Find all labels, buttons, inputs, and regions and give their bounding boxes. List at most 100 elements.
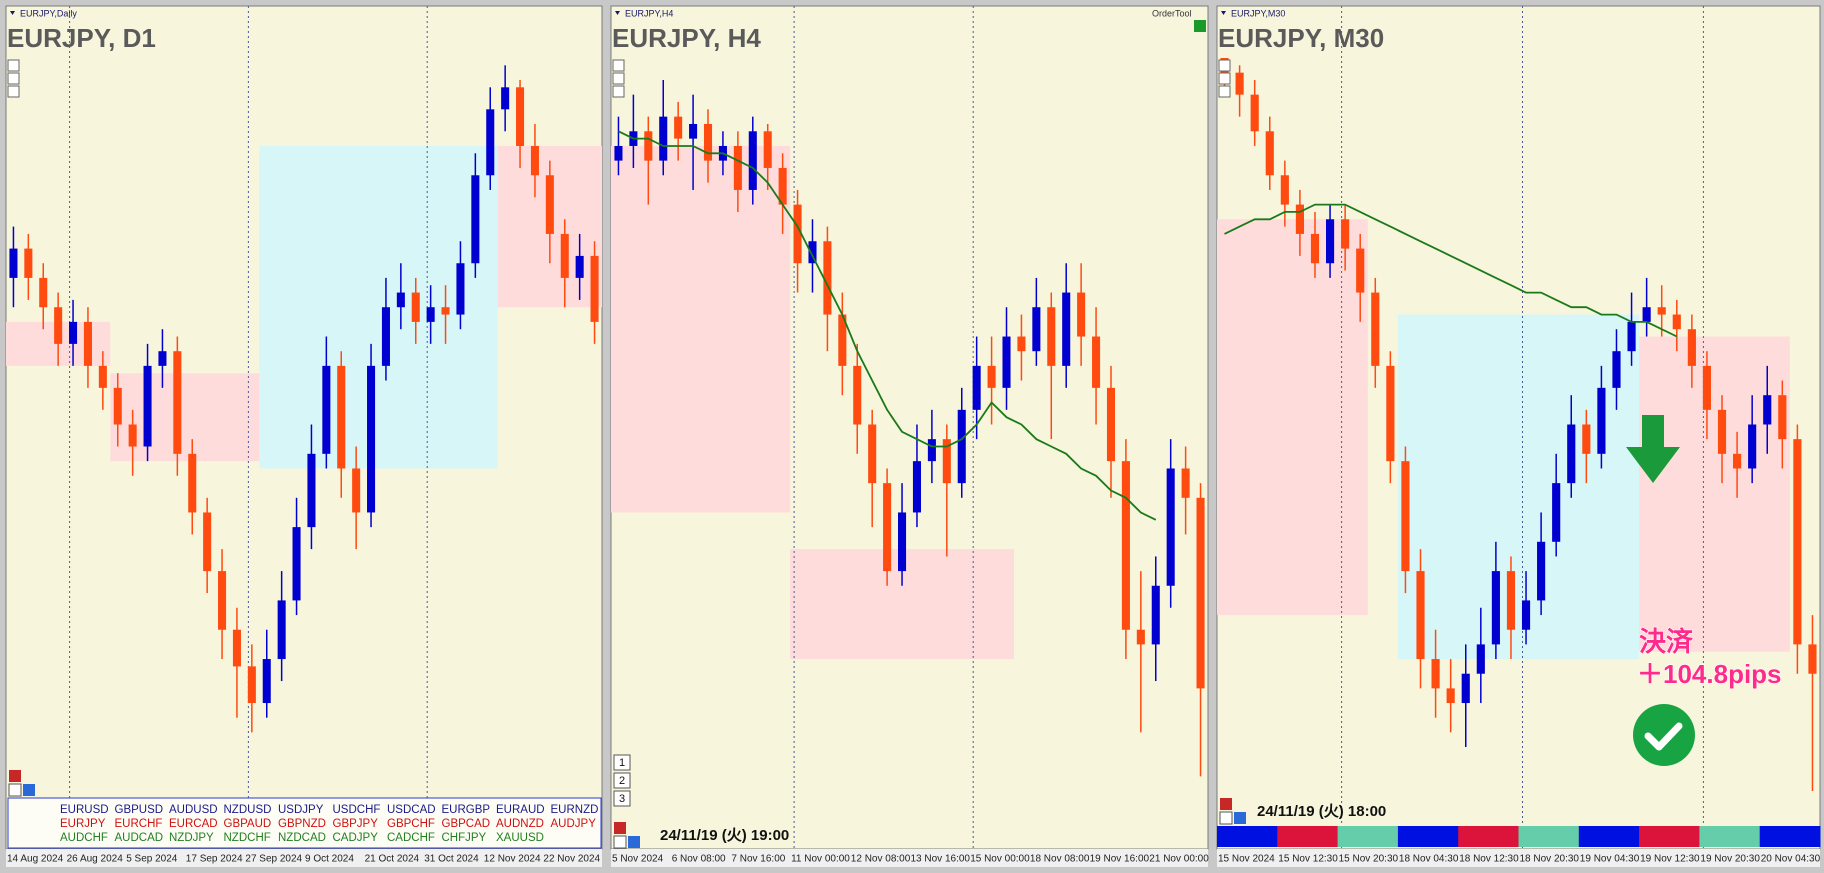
x-tick-label: 21 Oct 2024 xyxy=(365,854,420,865)
zone xyxy=(1639,336,1790,652)
symbol[interactable]: GBPNZD xyxy=(278,818,326,830)
candle-body xyxy=(545,175,554,234)
chart-label: EURJPY,M30 xyxy=(1231,8,1285,18)
scale-button[interactable] xyxy=(612,85,625,98)
order-tool-icon[interactable] xyxy=(1194,20,1206,32)
candle-body xyxy=(367,365,376,513)
scale-button[interactable] xyxy=(7,72,20,85)
candle-body xyxy=(69,321,78,344)
symbol[interactable]: EURCHF xyxy=(115,818,163,830)
x-tick-label: 19 Nov 12:30 xyxy=(1640,854,1700,865)
symbol[interactable]: NZDUSD xyxy=(224,804,272,816)
down-arrow xyxy=(1626,415,1680,483)
x-tick-label: 6 Nov 08:00 xyxy=(672,854,726,865)
symbol[interactable]: USDJPY xyxy=(278,804,324,816)
x-tick-label: 27 Sep 2024 xyxy=(245,854,302,865)
symbol[interactable]: AUDUSD xyxy=(169,804,218,816)
control-button[interactable] xyxy=(613,835,627,849)
symbol[interactable]: GBPJPY xyxy=(333,818,379,830)
indicator-segment xyxy=(1639,826,1700,847)
control-button[interactable] xyxy=(1234,812,1246,824)
candle-body xyxy=(352,468,361,513)
candle-body xyxy=(1642,307,1651,322)
number-button-label: 3 xyxy=(619,793,625,805)
candle-body xyxy=(898,512,907,572)
candle-body xyxy=(1295,204,1304,234)
symbol[interactable]: EURNZD xyxy=(551,804,599,816)
candle-body xyxy=(883,483,892,572)
symbol[interactable]: NZDCAD xyxy=(278,832,326,844)
candle-body xyxy=(1371,292,1380,366)
number-button[interactable] xyxy=(613,790,631,807)
x-tick-label: 12 Nov 08:00 xyxy=(851,854,911,865)
scale-button[interactable] xyxy=(612,72,625,85)
candle-body xyxy=(1032,307,1041,352)
symbol[interactable]: GBPCHF xyxy=(387,818,435,830)
number-button-label: 1 xyxy=(619,757,625,769)
symbol[interactable]: XAUUSD xyxy=(496,832,544,844)
symbol[interactable]: GBPCAD xyxy=(442,818,491,830)
candle-body xyxy=(1687,329,1696,366)
control-button[interactable] xyxy=(9,770,21,782)
candle-body xyxy=(703,123,713,161)
candle-body xyxy=(471,175,480,264)
symbol[interactable]: EURCAD xyxy=(169,818,218,830)
indicator-segment xyxy=(1458,826,1519,847)
symbol[interactable]: NZDCHF xyxy=(224,832,271,844)
candle-body xyxy=(957,409,966,484)
control-button[interactable] xyxy=(628,836,640,848)
candle-body xyxy=(972,365,981,410)
candle-body xyxy=(456,263,465,315)
candle-body xyxy=(1702,365,1712,410)
control-button[interactable] xyxy=(1220,798,1232,810)
symbol[interactable]: AUDJPY xyxy=(551,818,597,830)
symbol[interactable]: AUDCAD xyxy=(115,832,164,844)
symbol[interactable]: GBPAUD xyxy=(224,818,272,830)
candle-body xyxy=(1733,453,1742,469)
scale-button[interactable] xyxy=(1218,85,1231,98)
candle-body xyxy=(823,241,832,315)
candle-body xyxy=(1521,600,1531,630)
symbol[interactable]: EURGBP xyxy=(442,804,491,816)
symbol[interactable]: USDCHF xyxy=(333,804,381,816)
number-button[interactable] xyxy=(613,772,631,789)
chart-title: EURJPY, D1 xyxy=(7,23,156,53)
control-button[interactable] xyxy=(1219,811,1233,825)
symbol[interactable]: EURAUD xyxy=(496,804,545,816)
candle-body xyxy=(1582,424,1591,454)
scale-button[interactable] xyxy=(1218,72,1231,85)
control-button[interactable] xyxy=(23,784,35,796)
indicator-segment xyxy=(1518,826,1580,847)
number-button[interactable] xyxy=(613,754,631,771)
candle-body xyxy=(575,255,584,278)
symbol[interactable]: CADJPY xyxy=(333,832,379,844)
symbol[interactable]: EURUSD xyxy=(60,804,109,816)
control-button[interactable] xyxy=(614,822,626,834)
control-button[interactable] xyxy=(8,783,22,797)
candle-body xyxy=(733,145,742,190)
symbol[interactable]: EURJPY xyxy=(60,818,106,830)
chart-title: EURJPY, H4 xyxy=(612,23,761,53)
scale-button[interactable] xyxy=(7,59,20,72)
x-tick-label: 15 Nov 00:00 xyxy=(970,854,1030,865)
x-tick-label: 18 Nov 08:00 xyxy=(1030,854,1090,865)
x-tick-label: 26 Aug 2024 xyxy=(67,854,124,865)
candle-body xyxy=(1002,336,1011,388)
candle-body xyxy=(853,365,862,425)
symbol[interactable]: AUDNZD xyxy=(496,818,544,830)
x-tick-label: 5 Sep 2024 xyxy=(126,854,178,865)
symbol[interactable]: GBPUSD xyxy=(115,804,164,816)
annotation: 決済 xyxy=(1639,626,1694,657)
x-tick-label: 19 Nov 16:00 xyxy=(1090,854,1150,865)
scale-button[interactable] xyxy=(612,59,625,72)
scale-button[interactable] xyxy=(7,85,20,98)
symbol[interactable]: NZDJPY xyxy=(169,832,214,844)
symbol[interactable]: USDCAD xyxy=(387,804,436,816)
symbol[interactable]: AUDCHF xyxy=(60,832,108,844)
candle-body xyxy=(1506,571,1516,630)
scale-button[interactable] xyxy=(1218,59,1231,72)
symbol[interactable]: CHFJPY xyxy=(442,832,487,844)
symbol[interactable]: CADCHF xyxy=(387,832,435,844)
candle-body xyxy=(808,241,817,264)
candle-body xyxy=(1748,424,1757,469)
